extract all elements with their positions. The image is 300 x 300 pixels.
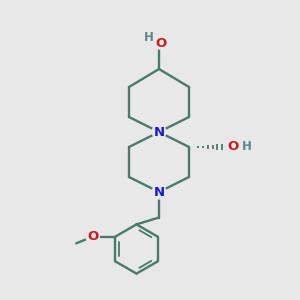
Circle shape — [152, 125, 166, 139]
Text: O: O — [155, 37, 166, 50]
Circle shape — [152, 185, 166, 199]
Text: N: N — [153, 185, 165, 199]
Text: N: N — [153, 125, 165, 139]
Circle shape — [154, 38, 164, 49]
Circle shape — [86, 230, 99, 243]
Text: H: H — [144, 31, 153, 44]
Text: O: O — [87, 230, 98, 243]
Text: O: O — [227, 140, 239, 154]
Text: H: H — [242, 140, 251, 154]
